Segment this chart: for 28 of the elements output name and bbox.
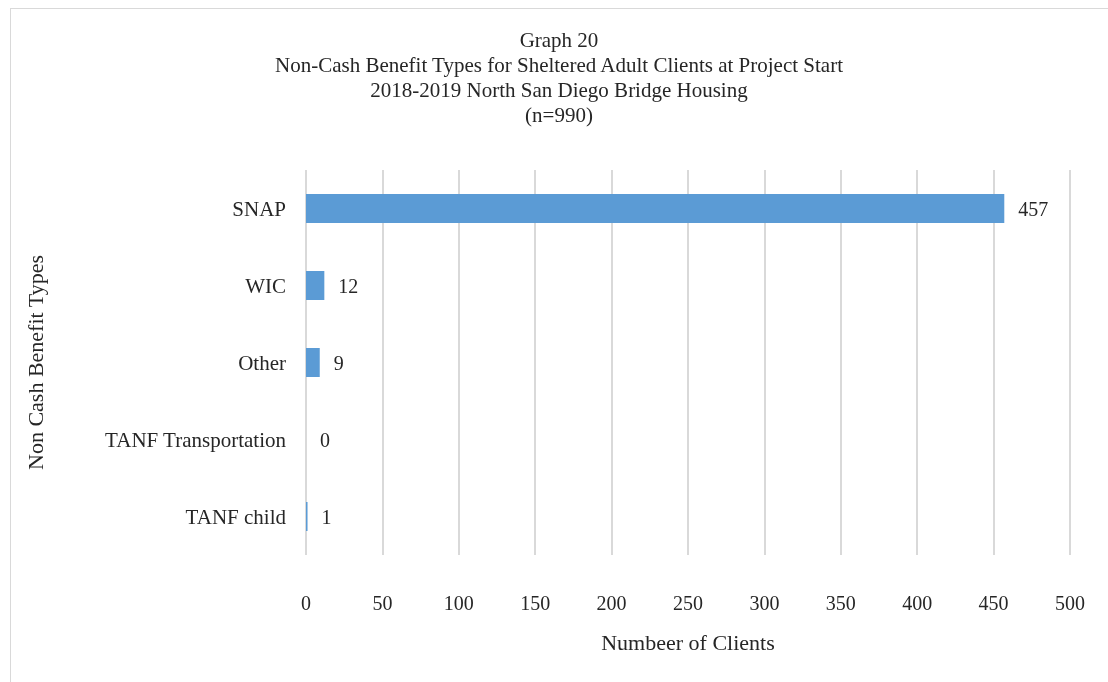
x-tick-label: 300 xyxy=(749,592,780,614)
x-tick-label: 100 xyxy=(443,592,474,614)
y-tick-label: TANF child xyxy=(185,504,287,529)
data-label: 1 xyxy=(321,505,332,528)
chart-subtitle: 2018-2019 North San Diego Bridge Housing (n=990) xyxy=(370,77,749,127)
y-tick-label: WIC xyxy=(245,273,286,298)
y-tick-label: SNAP xyxy=(232,196,286,221)
x-tick-label: 450 xyxy=(978,592,1009,614)
x-tick-label: 500 xyxy=(1055,592,1085,614)
x-tick-label: 400 xyxy=(902,592,933,614)
bar xyxy=(306,348,320,377)
data-label: 457 xyxy=(1018,197,1049,220)
data-label: 9 xyxy=(333,351,344,374)
x-tick-label: 50 xyxy=(372,592,393,614)
x-axis-title: Numbeer of Clients xyxy=(601,629,775,655)
x-tick-label: 150 xyxy=(520,592,551,614)
y-tick-label: Other xyxy=(238,350,286,375)
data-label: 12 xyxy=(338,274,359,297)
y-axis-title: Non Cash Benefit Types xyxy=(22,255,48,470)
bar xyxy=(306,194,1005,223)
y-tick-label: TANF Transportation xyxy=(105,427,287,452)
x-tick-label: 250 xyxy=(673,592,703,614)
bar xyxy=(306,271,325,300)
x-tick-label: 200 xyxy=(596,592,627,614)
chart-title: Graph 20 Non-Cash Benefit Types for Sheltered Adult Clients at Project Start xyxy=(275,27,844,77)
data-label: 0 xyxy=(320,428,330,451)
x-tick-label: 350 xyxy=(825,592,856,614)
x-tick-label: 0 xyxy=(301,592,311,614)
